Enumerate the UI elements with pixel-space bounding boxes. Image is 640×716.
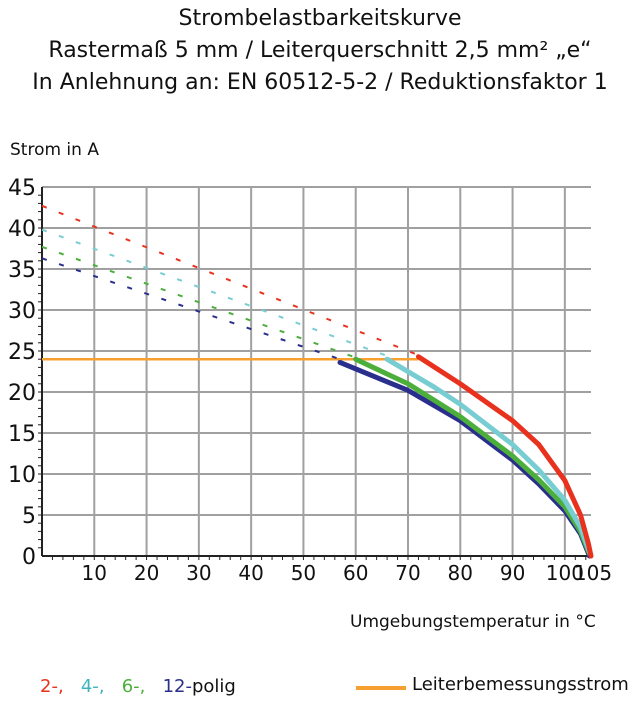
- x-tick-label: 60: [343, 561, 368, 585]
- legend-rated-swatch: [356, 686, 406, 690]
- legend-rated-current: Leiterbemessungsstrom: [412, 674, 629, 695]
- x-tick-label: 90: [500, 561, 525, 585]
- series-2-dashed: [41, 204, 419, 357]
- chart-title: Strombelastbarkeitskurve: [178, 6, 462, 31]
- x-tick-label: 100: [546, 561, 584, 585]
- chart-subtitle-1: Rastermaß 5 mm / Leiterquerschnitt 2,5 m…: [48, 38, 592, 63]
- x-axis-label: Umgebungstemperatur in °C: [350, 612, 596, 632]
- x-tick-label: 20: [134, 561, 159, 585]
- y-tick-label: 40: [8, 217, 36, 242]
- chart-subtitle-2: In Anlehnung an: EN 60512-5-2 / Reduktio…: [32, 70, 608, 95]
- series-12-dashed: [41, 257, 341, 361]
- x-tick-label: 10: [82, 561, 107, 585]
- series-2-curve: [415, 354, 594, 559]
- series-6-curve: [353, 356, 592, 557]
- x-tick-label: 105: [574, 561, 612, 585]
- y-tick-label: 20: [8, 381, 36, 406]
- y-tick-label: 10: [8, 463, 36, 488]
- x-tick-label: 80: [448, 561, 473, 585]
- y-tick-label: 0: [22, 545, 36, 570]
- x-tick-label: 40: [238, 561, 263, 585]
- legend-series: 2-, 4-, 6-, 12-polig: [40, 676, 236, 697]
- y-tick-label: 15: [8, 422, 36, 447]
- y-tick-label: 5: [22, 504, 36, 529]
- legend-item-4: 4-,: [80, 676, 105, 697]
- series-4-dashed: [41, 228, 388, 357]
- y-tick-label: 45: [8, 176, 36, 201]
- series-6-dashed: [41, 245, 357, 359]
- series-4-curve: [384, 356, 592, 555]
- legend-item-6: 6-,: [121, 676, 146, 697]
- x-tick-label: 50: [291, 561, 316, 585]
- y-axis-label: Strom in A: [10, 140, 99, 160]
- x-tick-label: 70: [395, 561, 420, 585]
- y-tick-label: 35: [8, 258, 36, 283]
- legend-suffix: polig: [191, 676, 236, 697]
- x-tick-label: 30: [186, 561, 211, 585]
- legend-item-12: 12-: [162, 676, 192, 697]
- legend-item-2: 2-,: [40, 676, 64, 697]
- y-tick-label: 25: [8, 340, 36, 365]
- y-tick-label: 30: [8, 299, 36, 324]
